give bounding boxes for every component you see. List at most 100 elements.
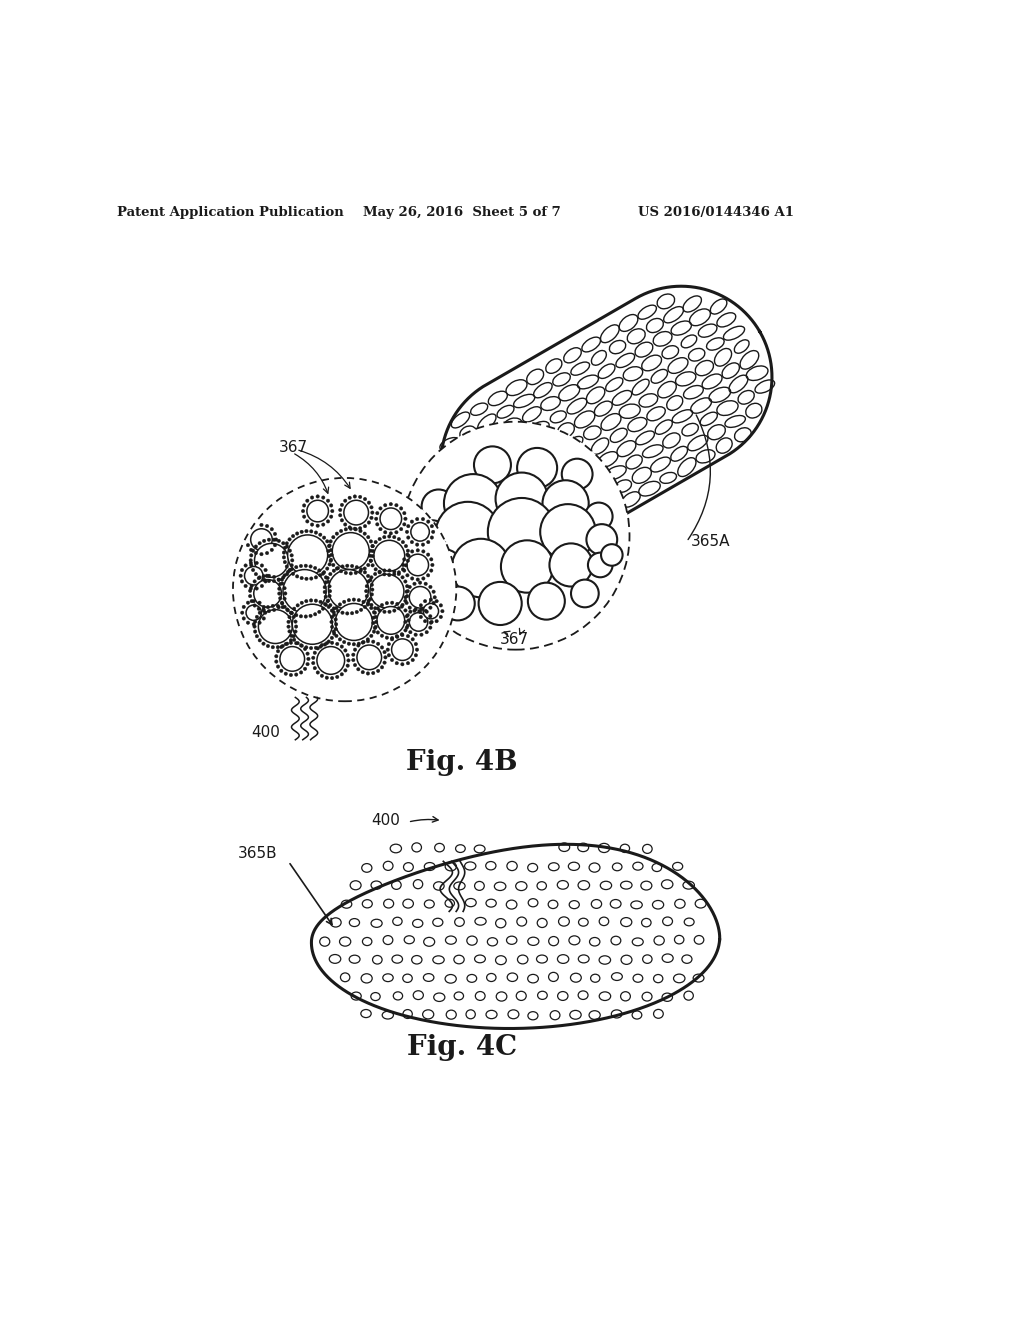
Circle shape: [400, 663, 404, 667]
Circle shape: [330, 504, 333, 507]
Circle shape: [349, 572, 352, 576]
Circle shape: [291, 558, 294, 562]
Circle shape: [402, 511, 407, 515]
Circle shape: [432, 601, 435, 605]
Circle shape: [295, 624, 298, 628]
Circle shape: [288, 569, 292, 572]
Circle shape: [286, 545, 289, 548]
Circle shape: [344, 648, 347, 652]
Circle shape: [419, 581, 422, 585]
Circle shape: [395, 635, 399, 639]
Circle shape: [374, 626, 377, 628]
Circle shape: [370, 506, 373, 510]
Circle shape: [344, 528, 347, 531]
Circle shape: [474, 446, 511, 483]
Circle shape: [361, 640, 366, 644]
Circle shape: [435, 502, 500, 566]
Circle shape: [426, 553, 430, 556]
Circle shape: [400, 603, 404, 607]
Circle shape: [313, 566, 316, 570]
Circle shape: [245, 566, 263, 585]
Circle shape: [292, 605, 333, 644]
Circle shape: [399, 507, 402, 510]
Circle shape: [371, 564, 375, 568]
Circle shape: [326, 540, 329, 543]
Circle shape: [306, 663, 309, 665]
Circle shape: [347, 642, 350, 645]
Circle shape: [307, 657, 310, 660]
Circle shape: [367, 640, 370, 643]
Circle shape: [350, 611, 353, 615]
Circle shape: [346, 653, 349, 657]
Circle shape: [386, 648, 389, 651]
Circle shape: [290, 553, 293, 557]
Circle shape: [376, 607, 380, 610]
Circle shape: [403, 620, 408, 623]
Circle shape: [279, 597, 282, 601]
Circle shape: [478, 582, 521, 626]
Circle shape: [254, 620, 257, 623]
Circle shape: [410, 586, 431, 609]
Circle shape: [422, 490, 456, 524]
Circle shape: [331, 626, 334, 628]
Text: 400: 400: [251, 725, 280, 739]
Circle shape: [276, 645, 280, 649]
Circle shape: [384, 503, 387, 507]
Circle shape: [587, 524, 617, 554]
Circle shape: [293, 607, 296, 610]
Circle shape: [364, 566, 367, 570]
Circle shape: [273, 532, 276, 536]
Circle shape: [323, 536, 326, 540]
Circle shape: [314, 599, 317, 602]
Circle shape: [588, 553, 612, 577]
Circle shape: [406, 574, 410, 577]
Circle shape: [375, 517, 378, 520]
Circle shape: [407, 635, 410, 638]
Circle shape: [323, 570, 326, 574]
Circle shape: [260, 523, 263, 527]
Circle shape: [333, 533, 370, 570]
Circle shape: [281, 578, 284, 581]
Circle shape: [249, 561, 253, 565]
Circle shape: [420, 607, 423, 611]
Circle shape: [378, 570, 381, 574]
Circle shape: [276, 649, 280, 653]
Circle shape: [380, 508, 401, 529]
Circle shape: [351, 659, 355, 661]
Circle shape: [336, 610, 340, 612]
Circle shape: [407, 590, 410, 593]
Circle shape: [411, 523, 429, 541]
Circle shape: [370, 576, 373, 579]
Circle shape: [373, 627, 377, 630]
Circle shape: [370, 593, 374, 597]
Circle shape: [423, 619, 427, 623]
Circle shape: [407, 619, 411, 622]
Circle shape: [361, 601, 366, 603]
Circle shape: [324, 602, 327, 606]
Circle shape: [233, 478, 457, 701]
Circle shape: [369, 549, 373, 553]
Circle shape: [290, 611, 294, 615]
Circle shape: [330, 558, 333, 561]
Circle shape: [601, 544, 623, 566]
Circle shape: [278, 578, 281, 582]
Circle shape: [368, 502, 371, 504]
Circle shape: [368, 521, 371, 524]
Circle shape: [369, 598, 372, 601]
Circle shape: [327, 579, 330, 583]
Circle shape: [299, 564, 303, 568]
Circle shape: [414, 653, 418, 657]
Circle shape: [400, 632, 403, 636]
Circle shape: [330, 548, 333, 552]
Circle shape: [246, 605, 261, 620]
Circle shape: [425, 631, 428, 634]
Circle shape: [387, 643, 390, 645]
Circle shape: [299, 644, 303, 647]
Circle shape: [385, 636, 388, 639]
Circle shape: [373, 611, 376, 614]
Circle shape: [401, 568, 404, 572]
Circle shape: [431, 564, 434, 566]
Circle shape: [334, 627, 337, 631]
Circle shape: [409, 610, 412, 614]
Circle shape: [348, 525, 351, 529]
